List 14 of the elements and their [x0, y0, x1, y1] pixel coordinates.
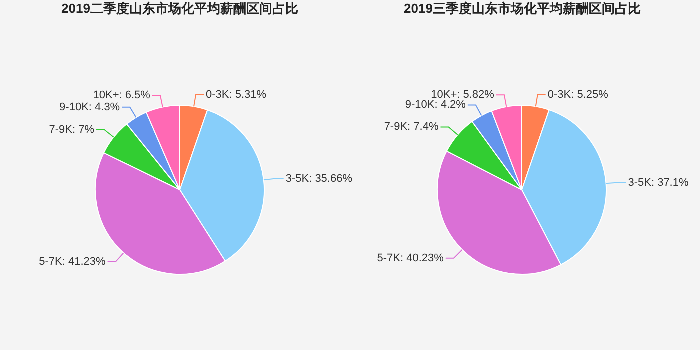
chart-title: 2019三季度山东市场化平均薪酬区间占比 — [403, 0, 642, 18]
slice-label: 7-9K: 7.4% — [384, 121, 439, 134]
slice-label: 5-7K: 40.23% — [377, 252, 444, 264]
slice-label: 10K+: 6.5% — [93, 90, 151, 102]
slice-label: 5-7K: 41.23% — [39, 256, 106, 268]
slice-label: 9-10K: 4.2% — [405, 99, 466, 112]
slice-label: 3-5K: 37.1% — [628, 176, 689, 189]
slice-label: 10K+: 5.82% — [431, 89, 495, 102]
slice-label: 7-9K: 7% — [49, 124, 95, 136]
slice-label: 9-10K: 4.3% — [60, 101, 120, 114]
slice-label: 0-3K: 5.25% — [548, 88, 609, 101]
slice-label: 0-3K: 5.31% — [206, 88, 267, 101]
chart-title: 2019二季度山东市场化平均薪酬区间占比 — [60, 0, 300, 18]
slice-label: 3-5K: 35.66% — [286, 172, 353, 185]
